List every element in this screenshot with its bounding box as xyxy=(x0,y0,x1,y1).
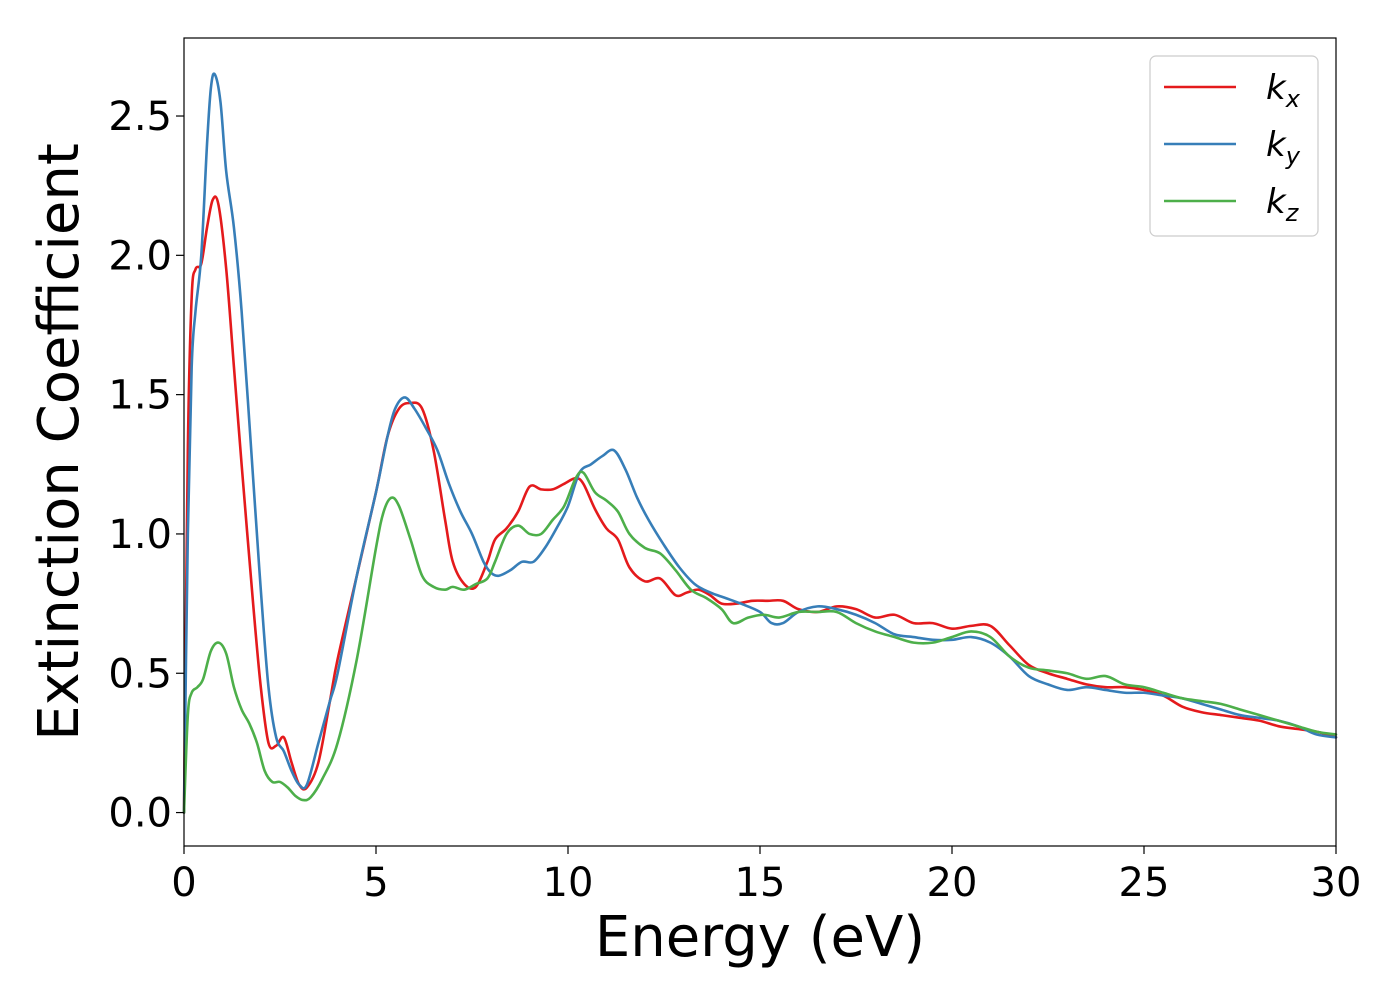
x-tick-label: 15 xyxy=(735,860,786,906)
legend-label-z: kz xyxy=(1266,182,1300,227)
y-tick-label: 1.5 xyxy=(108,373,172,419)
y-axis-label: Extinction Coefficient xyxy=(27,143,92,741)
x-tick-label: 20 xyxy=(927,860,978,906)
y-tick-label: 0.5 xyxy=(108,651,172,697)
legend-box xyxy=(1149,55,1319,237)
x-tick-label: 0 xyxy=(171,860,196,906)
y-tick-label: 2.5 xyxy=(108,94,172,140)
series-layer xyxy=(182,72,1338,814)
series-line-y xyxy=(182,72,1338,814)
y-tick-label: 1.0 xyxy=(108,512,172,558)
x-tick-label: 25 xyxy=(1119,860,1170,906)
x-axis-label: Energy (eV) xyxy=(595,905,925,970)
y-axis: 0.0 0.5 1.0 1.5 2.0 2.5 xyxy=(108,94,184,837)
x-tick-label: 5 xyxy=(363,860,388,906)
plot-area xyxy=(184,38,1336,846)
x-tick-label: 10 xyxy=(543,860,594,906)
x-tick-label: 30 xyxy=(1311,860,1362,906)
y-tick-label: 0.0 xyxy=(108,791,172,837)
y-tick-label: 2.0 xyxy=(108,233,172,279)
legend-label-x: kx xyxy=(1266,68,1301,113)
x-axis: 0 5 10 15 20 25 30 xyxy=(171,846,1361,906)
series-line-z xyxy=(182,470,1338,814)
legend: kx ky kz xyxy=(1149,55,1319,237)
legend-label-y: ky xyxy=(1266,125,1301,170)
